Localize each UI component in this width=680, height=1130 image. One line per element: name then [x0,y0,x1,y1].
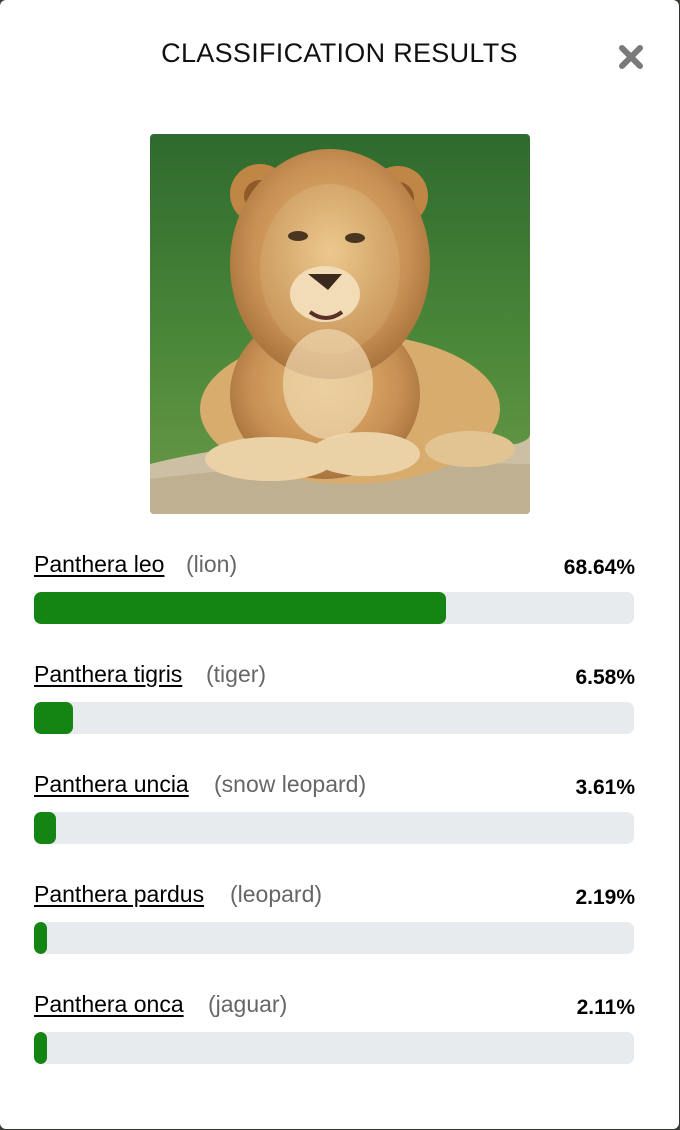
percent-label: 3.61% [575,776,635,799]
probability-bar-fill [34,592,446,624]
percent-label: 2.19% [575,886,635,909]
species-link[interactable]: Panthera pardus [34,881,205,907]
probability-bar-fill [34,812,56,844]
result-row: Panthera onca (jaguar) 2.11% [34,988,635,1098]
common-name: (jaguar) [208,991,288,1017]
common-name: (leopard) [230,881,323,907]
percent-label: 68.64% [563,556,635,579]
probability-bar [34,592,634,624]
close-icon [619,45,643,69]
result-row: Panthera tigris (tiger) 6.58% [34,658,635,768]
probability-bar-fill [34,922,48,954]
close-button[interactable] [614,40,648,74]
probability-bar [34,1032,634,1064]
common-name: (snow leopard) [214,771,367,797]
result-row: Panthera leo (lion) 68.64% [34,548,635,658]
probability-bar [34,922,634,954]
probability-bar-fill [34,702,74,734]
common-name: (tiger) [206,661,267,687]
modal-title: CLASSIFICATION RESULTS [161,38,518,68]
classified-photo [150,134,530,514]
probability-bar [34,812,634,844]
percent-label: 2.11% [576,996,635,1019]
species-link[interactable]: Panthera uncia [34,771,189,797]
common-name: (lion) [186,551,238,577]
result-row: Panthera uncia (snow leopard) 3.61% [34,768,635,878]
species-link[interactable]: Panthera tigris [34,661,183,687]
result-row: Panthera pardus (leopard) 2.19% [34,878,635,988]
species-link[interactable]: Panthera onca [34,991,184,1017]
probability-bar-fill [34,1032,47,1064]
percent-label: 6.58% [575,666,635,689]
species-link[interactable]: Panthera leo [34,551,165,577]
probability-bar [34,702,634,734]
results-list: Panthera leo (lion) 68.64% Panthera tigr… [34,548,635,1098]
